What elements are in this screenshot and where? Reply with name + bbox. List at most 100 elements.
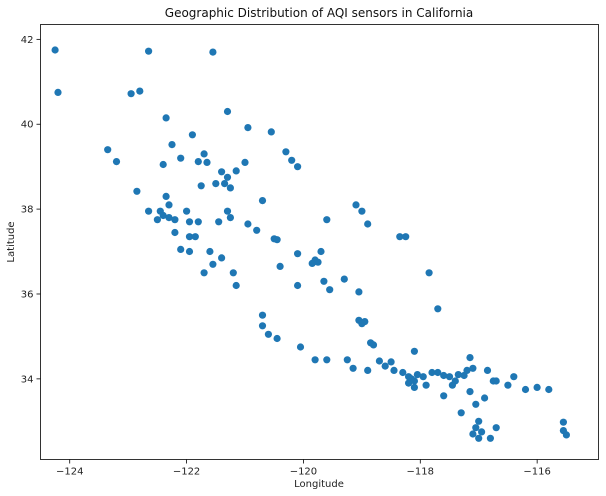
- scatter-point: [162, 192, 170, 200]
- scatter-point: [197, 182, 205, 190]
- scatter-point: [223, 107, 232, 116]
- scatter-point: [326, 286, 334, 294]
- scatter-point: [162, 114, 170, 122]
- scatter-point: [185, 233, 194, 241]
- scatter-point: [168, 141, 176, 149]
- scatter-point: [352, 201, 360, 209]
- scatter-point: [203, 158, 211, 166]
- scatter-point: [364, 366, 372, 374]
- scatter-point: [402, 233, 410, 241]
- scatter-point: [288, 156, 296, 164]
- scatter-point: [413, 371, 421, 379]
- x-tick-label: −122: [173, 467, 200, 478]
- scatter-point: [258, 311, 267, 319]
- scatter-point: [469, 364, 477, 372]
- scatter-point: [221, 180, 229, 188]
- scatter-point: [188, 131, 196, 139]
- scatter-point: [358, 207, 366, 215]
- x-tick-label: −116: [523, 467, 550, 478]
- scatter-point: [355, 288, 363, 296]
- scatter-point: [191, 233, 199, 241]
- scatter-point: [218, 254, 226, 262]
- scatter-point: [294, 163, 302, 171]
- scatter-point: [185, 247, 194, 256]
- scatter-point: [396, 233, 404, 241]
- scatter-point: [165, 201, 173, 209]
- y-tick-label: 42: [21, 35, 34, 46]
- scatter-point: [218, 168, 226, 176]
- scatter-point: [194, 158, 202, 166]
- scatter-point: [492, 377, 500, 385]
- scatter-point: [206, 247, 214, 256]
- scatter-point: [215, 218, 223, 226]
- scatter-point: [209, 48, 217, 56]
- scatter-point: [127, 90, 135, 98]
- scatter-point: [364, 220, 372, 228]
- scatter-point: [419, 373, 427, 381]
- scatter-point: [273, 236, 281, 244]
- scatter-point: [434, 305, 442, 313]
- scatter-point: [133, 187, 141, 195]
- scatter-point: [475, 417, 483, 425]
- scatter-point: [448, 381, 456, 389]
- y-tick-label: 38: [21, 205, 34, 216]
- scatter-point: [510, 373, 518, 381]
- scatter-point: [323, 216, 331, 224]
- scatter-point: [273, 334, 281, 343]
- scatter-point: [165, 214, 173, 222]
- scatter-point: [562, 431, 571, 439]
- points-layer: [51, 46, 571, 442]
- scatter-point: [294, 281, 302, 290]
- scatter-point: [545, 385, 553, 394]
- scatter-point: [390, 366, 398, 374]
- scatter-point: [209, 260, 217, 268]
- x-tick-label: −118: [407, 467, 434, 478]
- scatter-point: [375, 357, 383, 365]
- scatter-point: [454, 371, 462, 379]
- scatter-point: [51, 46, 59, 54]
- scatter-point: [340, 275, 348, 283]
- scatter-point: [229, 269, 237, 277]
- scatter-point: [226, 184, 234, 192]
- scatter-point: [296, 343, 305, 351]
- scatter-point: [320, 277, 328, 285]
- scatter-point: [244, 220, 252, 228]
- scatter-point: [399, 368, 407, 377]
- scatter-point: [223, 173, 232, 181]
- scatter-point: [112, 158, 121, 166]
- scatter-point: [136, 87, 144, 95]
- scatter-point: [457, 409, 465, 417]
- scatter-point: [276, 262, 284, 270]
- scatter-point: [410, 377, 418, 385]
- y-axis-label: Latitude: [6, 221, 17, 262]
- scatter-point: [200, 269, 208, 277]
- scatter-point: [226, 214, 234, 222]
- scatter-point: [258, 322, 267, 330]
- scatter-point: [54, 88, 62, 96]
- scatter-point: [171, 216, 179, 224]
- scatter-point: [308, 259, 316, 267]
- scatter-point: [258, 197, 267, 205]
- scatter-point: [223, 207, 232, 215]
- scatter-point: [492, 424, 500, 432]
- scatter-point: [504, 381, 512, 389]
- chart-title: Geographic Distribution of AQI sensors i…: [165, 6, 473, 20]
- y-tick-label: 36: [21, 289, 34, 300]
- scatter-point: [343, 356, 351, 364]
- scatter-point: [253, 226, 261, 234]
- scatter-point: [244, 124, 252, 132]
- scatter-point: [267, 128, 275, 136]
- scatter-point: [314, 258, 322, 266]
- y-tick-label: 34: [21, 374, 34, 385]
- scatter-point: [369, 341, 378, 349]
- scatter-point: [478, 428, 486, 436]
- scatter-point: [177, 245, 185, 253]
- scatter-point: [486, 434, 494, 442]
- scatter-point: [317, 247, 325, 256]
- scatter-point: [440, 392, 448, 400]
- scatter-point: [422, 381, 430, 389]
- x-axis: −124 −122 −120 −118 −116: [56, 459, 551, 478]
- scatter-point: [104, 146, 112, 154]
- scatter-point: [428, 368, 436, 377]
